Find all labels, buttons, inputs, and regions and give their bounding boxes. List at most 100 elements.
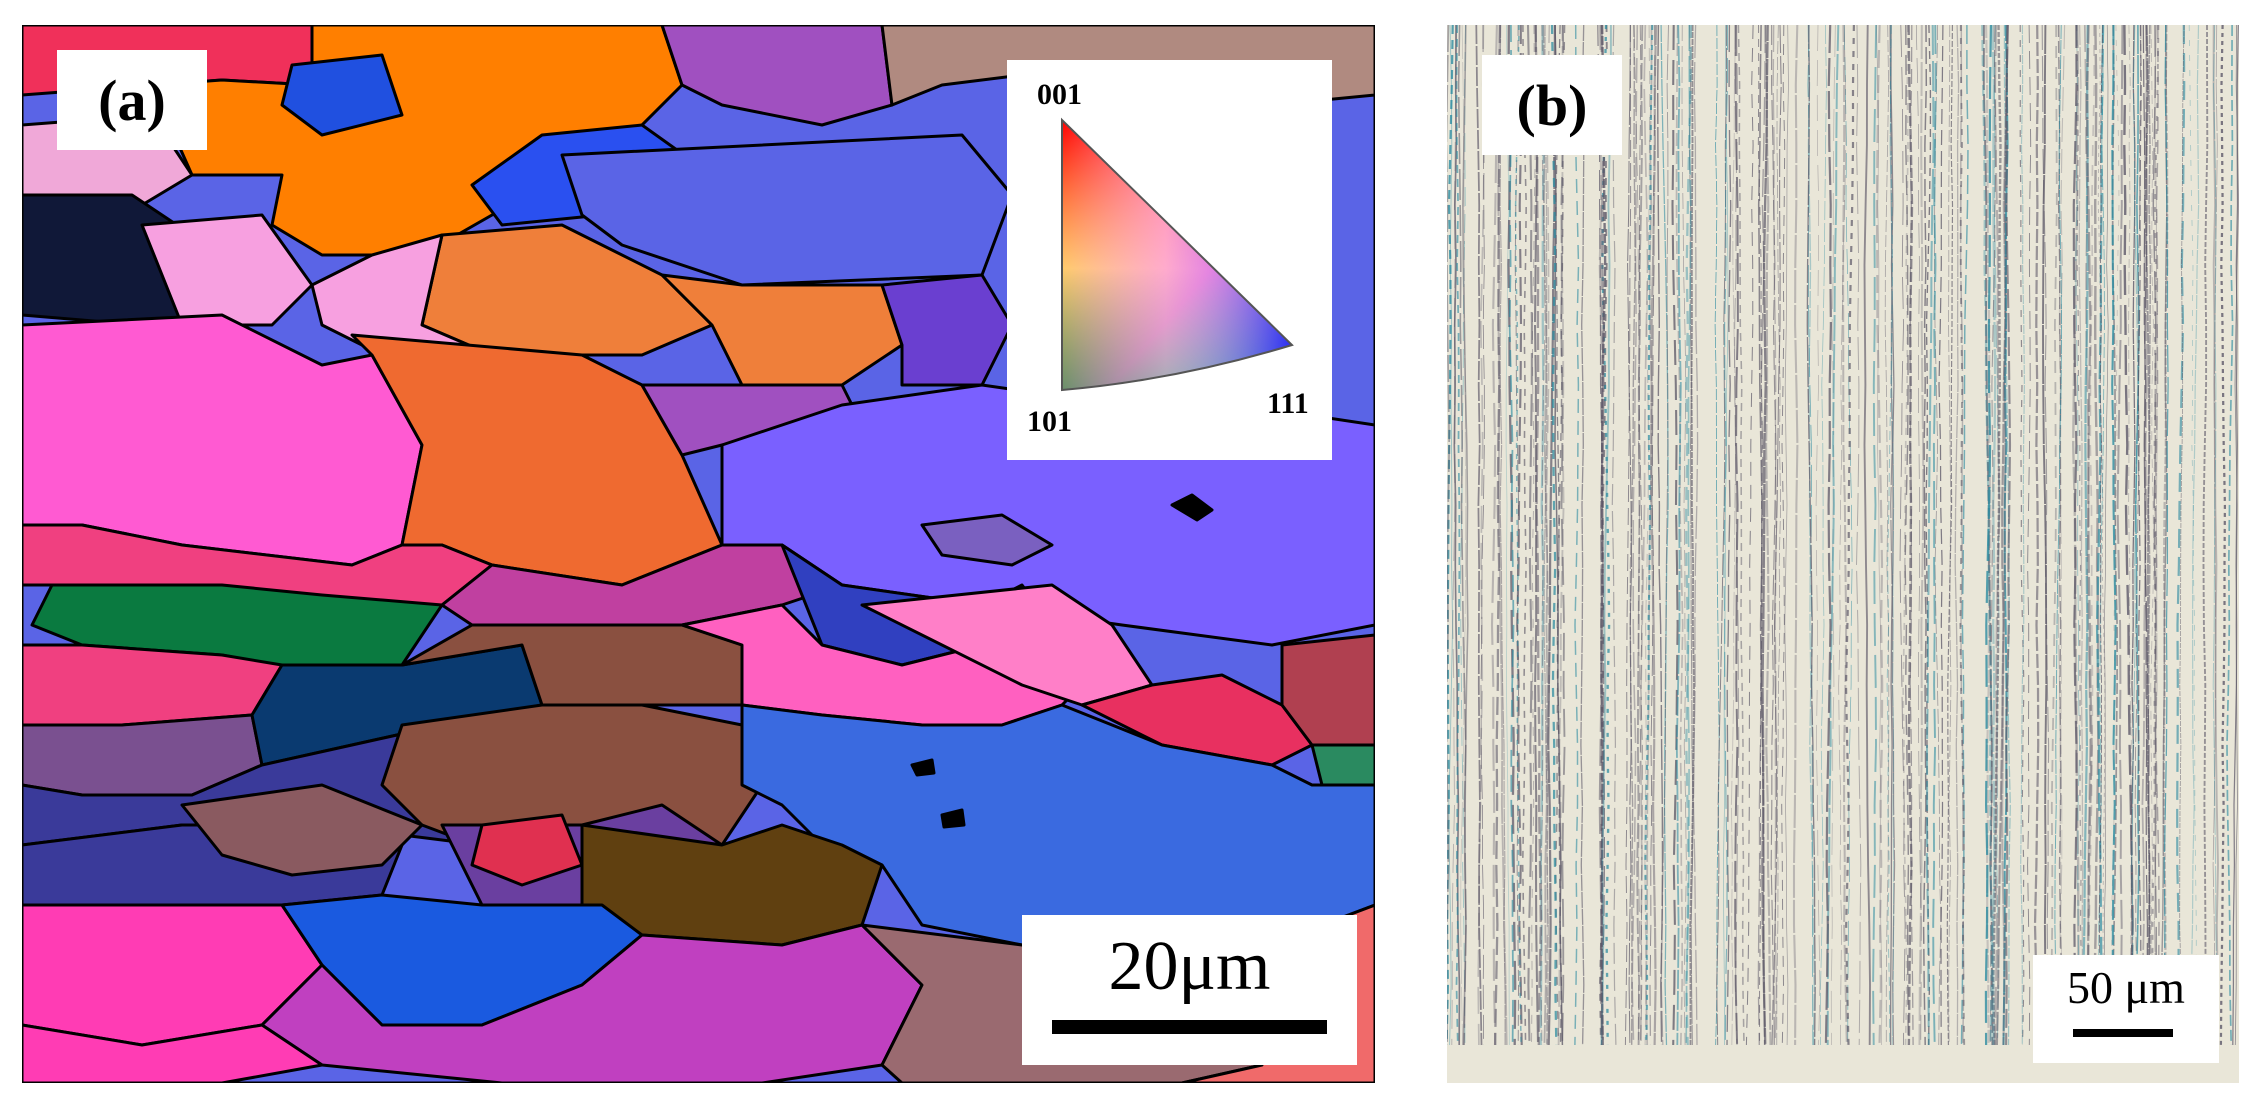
striation-line [1838, 25, 1847, 1046]
striation-line [1932, 25, 1937, 1046]
striation-line [2098, 25, 2104, 1046]
striation-line [2189, 25, 2200, 1046]
striation-line [1915, 25, 1922, 1046]
striation-line [2033, 25, 2040, 1046]
striation-line [1946, 25, 1954, 1046]
striation-line [1984, 25, 1992, 1046]
striation-line [1497, 25, 1508, 1046]
striation-line [1875, 25, 1884, 1046]
striation-line [1824, 25, 1833, 1046]
panel-label-b: (b) [1482, 55, 1622, 155]
striation-line [2019, 25, 2025, 1046]
striation-line [2226, 25, 2234, 1046]
striation-line [1856, 25, 1862, 1046]
striation-line [2219, 25, 2227, 1046]
striation-line [1815, 25, 1821, 1046]
striation-line [1675, 25, 1682, 1046]
ebsd-map-panel: (a) [22, 25, 1375, 1083]
striation-line [1627, 25, 1633, 1046]
striation-line [1863, 25, 1871, 1046]
striation-line [2111, 25, 2117, 1046]
striation-line [1499, 25, 1506, 1046]
striation-line [1580, 25, 1585, 1046]
striation-line [1689, 25, 1695, 1045]
striation-line [2131, 25, 2139, 1046]
striation-line [1453, 25, 1461, 1046]
striation-line [1784, 25, 1789, 1046]
striation-line [1480, 25, 1485, 1046]
striation-line [1545, 25, 1551, 1046]
optical-micrograph-panel: (b) 50 μm [1447, 25, 2239, 1083]
striation-line [1644, 25, 1651, 1046]
striation-line [1726, 25, 1732, 1046]
striation-line [1792, 25, 1799, 1046]
striation-line [1876, 25, 1883, 1046]
striation-line [2154, 25, 2160, 1046]
striation-line [1638, 25, 1643, 1046]
ipf-corner-111: 111 [1267, 387, 1309, 420]
striation-line [1844, 25, 1855, 1046]
striation-line [2212, 25, 2218, 1046]
striation-line [2054, 25, 2063, 1046]
striation-line [1820, 25, 1827, 1045]
striation-line [1991, 25, 1997, 1045]
striation-line [1447, 25, 1451, 1046]
striation-line [1723, 25, 1729, 1045]
striation-line [1611, 25, 1617, 1046]
striation-line [1714, 25, 1720, 1046]
striation-line [1806, 25, 1816, 1046]
striation-line [1993, 25, 2000, 1046]
ipf-corner-101: 101 [1027, 405, 1072, 438]
striation-line [2176, 25, 2186, 1046]
striation-line [2150, 25, 2154, 1046]
striation-line [1644, 25, 1654, 1046]
striation-line [1734, 25, 1739, 1046]
striation-line [2058, 25, 2063, 1046]
ipf-triangle [1061, 117, 1294, 392]
striation-line [1989, 25, 1997, 1046]
striation-line [1514, 25, 1522, 1046]
striation-line [1574, 25, 1580, 1046]
striation-line [1460, 25, 1467, 1046]
scale-bar-a-line [1052, 1020, 1327, 1034]
striation-line [1671, 25, 1679, 1046]
ipf-corner-001: 001 [1037, 78, 1082, 111]
striation-line [2097, 25, 2106, 1046]
striation-line [1992, 25, 2002, 1046]
striation-line [1776, 25, 1781, 1046]
striation-line [2027, 25, 2032, 1046]
striation-line [1959, 25, 1966, 1046]
striation-line [1543, 25, 1549, 1046]
striation-line [1745, 25, 1754, 1046]
striation-line [2212, 25, 2219, 1046]
striation-line [1534, 25, 1542, 1046]
striation-line [2163, 25, 2169, 1046]
striation-line [1757, 25, 1767, 1046]
ipf-color-key: 001 101 111 [1007, 60, 1332, 460]
striation-line [1560, 25, 1566, 1046]
scale-bar-a-label: 20μm [1108, 928, 1271, 1005]
striation-line [1886, 25, 1894, 1046]
striation-line [1902, 25, 1909, 1046]
striation-line [2093, 25, 2100, 1046]
striation-line [1542, 25, 1549, 1046]
striation-line [1460, 25, 1466, 1046]
striation-line [2131, 25, 2136, 1046]
striation-line [1889, 25, 1895, 1046]
striation-line [1631, 25, 1639, 1046]
striation-line [1899, 25, 1906, 1046]
striation-line [1922, 25, 1928, 1046]
striation-line [2153, 25, 2158, 1046]
striation-line [1660, 25, 1669, 1046]
striation-line [1477, 25, 1486, 1046]
striation-line [1993, 25, 2001, 1046]
striation-line [1521, 25, 1527, 1046]
striation-line [1770, 25, 1777, 1046]
striation-line [1633, 25, 1641, 1046]
micrograph-striations [1447, 25, 2239, 1083]
striation-line [2072, 25, 2078, 1046]
striation-line [1447, 25, 1454, 1046]
striation-line [1624, 25, 1632, 1046]
striation-line [1540, 25, 1546, 1046]
striation-line [2152, 25, 2157, 1045]
